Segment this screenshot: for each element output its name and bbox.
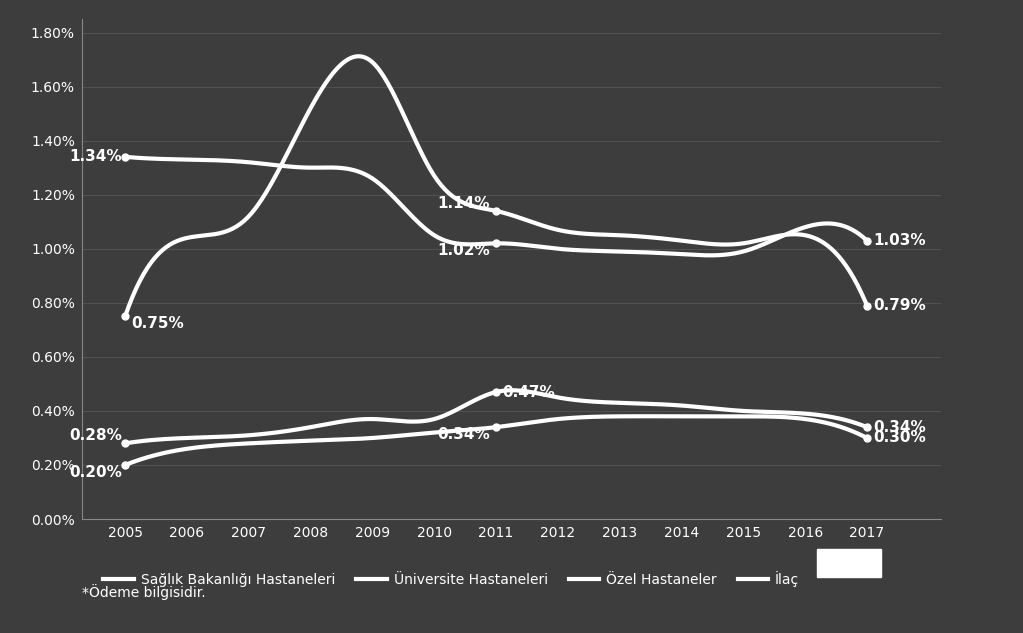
Text: 1.03%: 1.03% xyxy=(874,233,926,248)
Özel Hastaneler xyxy=(361,434,373,442)
Üniversite Hastaneleri xyxy=(860,423,873,431)
Text: 1.34%: 1.34% xyxy=(70,149,122,165)
İlaç xyxy=(414,147,427,155)
Özel Hastaneler xyxy=(209,442,221,449)
Sağlık Bakanlığı Hastaneleri xyxy=(655,249,667,257)
Line: İlaç: İlaç xyxy=(125,56,866,316)
İlaç xyxy=(660,235,672,242)
Özel Hastaneler xyxy=(657,413,669,420)
Text: *Ödeme bilgisidir.: *Ödeme bilgisidir. xyxy=(82,584,206,600)
Text: 1.02%: 1.02% xyxy=(437,243,490,258)
Sağlık Bakanlığı Hastaneleri xyxy=(361,172,373,179)
Üniversite Hastaneleri xyxy=(119,439,131,447)
Line: Özel Hastaneler: Özel Hastaneler xyxy=(125,417,866,465)
Text: 0.30%: 0.30% xyxy=(874,430,926,446)
Özel Hastaneler xyxy=(637,413,650,420)
İlaç xyxy=(587,230,599,238)
İlaç xyxy=(119,313,131,320)
Sağlık Bakanlığı Hastaneleri xyxy=(209,156,221,164)
İlaç xyxy=(362,56,374,63)
Üniversite Hastaneleri xyxy=(657,401,669,408)
Sağlık Bakanlığı Hastaneleri xyxy=(703,251,715,259)
Üniversite Hastaneleri xyxy=(209,433,221,441)
Text: 0.34%: 0.34% xyxy=(437,427,490,442)
İlaç xyxy=(860,302,873,310)
Text: 1.14%: 1.14% xyxy=(438,196,490,211)
Text: 0.20%: 0.20% xyxy=(70,465,122,480)
Üniversite Hastaneleri xyxy=(587,398,599,405)
Sağlık Bakanlığı Hastaneleri xyxy=(119,153,131,161)
Line: Üniversite Hastaneleri: Üniversite Hastaneleri xyxy=(125,390,866,443)
Sağlık Bakanlığı Hastaneleri xyxy=(585,247,597,254)
İlaç xyxy=(353,53,365,60)
Text: 0.28%: 0.28% xyxy=(70,429,122,443)
Özel Hastaneler xyxy=(585,413,597,421)
Bar xyxy=(816,549,881,577)
Line: Sağlık Bakanlığı Hastaneleri: Sağlık Bakanlığı Hastaneleri xyxy=(125,157,866,255)
Text: 0.47%: 0.47% xyxy=(502,384,554,399)
Üniversite Hastaneleri xyxy=(660,401,672,408)
İlaç xyxy=(209,230,221,238)
Özel Hastaneler xyxy=(119,461,131,469)
İlaç xyxy=(657,235,669,242)
Text: 0.79%: 0.79% xyxy=(874,298,926,313)
Sağlık Bakanlığı Hastaneleri xyxy=(860,237,873,244)
Üniversite Hastaneleri xyxy=(412,418,425,425)
Üniversite Hastaneleri xyxy=(361,415,373,423)
Özel Hastaneler xyxy=(860,434,873,442)
Üniversite Hastaneleri xyxy=(505,386,518,394)
Sağlık Bakanlığı Hastaneleri xyxy=(658,249,670,257)
Özel Hastaneler xyxy=(412,430,425,438)
Text: 0.34%: 0.34% xyxy=(874,420,926,435)
Özel Hastaneler xyxy=(660,413,672,420)
Text: 0.75%: 0.75% xyxy=(131,316,184,331)
Sağlık Bakanlığı Hastaneleri xyxy=(412,219,425,227)
Legend: Sağlık Bakanlığı Hastaneleri, Üniversite Hastaneleri, Özel Hastaneler, İlaç: Sağlık Bakanlığı Hastaneleri, Üniversite… xyxy=(98,565,805,592)
